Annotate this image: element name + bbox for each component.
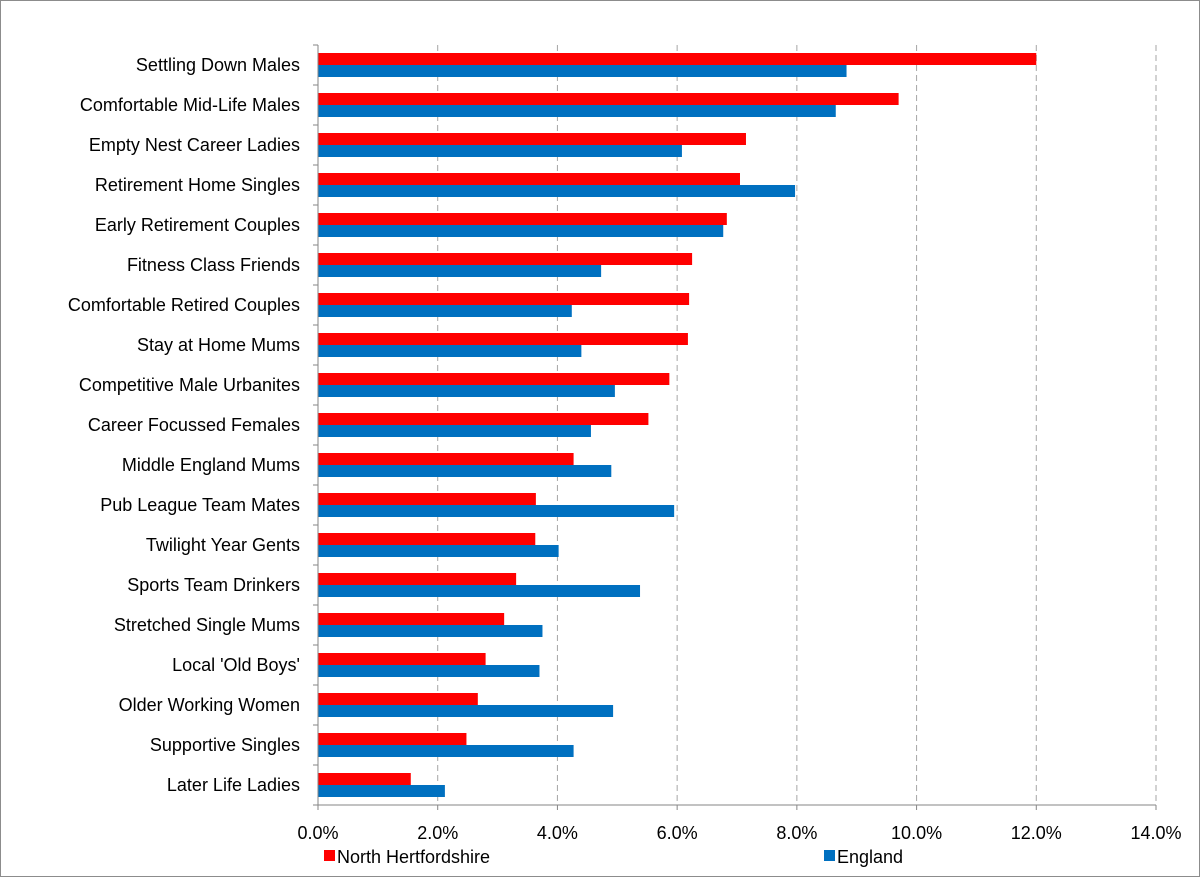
- bar-north-hertfordshire-18: [318, 773, 411, 785]
- bar-north-hertfordshire-7: [318, 333, 688, 345]
- legend-label-north-hertfordshire: North Hertfordshire: [337, 847, 490, 867]
- bar-north-hertfordshire-0: [318, 53, 1037, 65]
- bar-england-9: [318, 425, 591, 437]
- bar-north-hertfordshire-13: [318, 573, 517, 585]
- category-label: Career Focussed Females: [88, 415, 300, 435]
- bar-england-6: [318, 305, 572, 317]
- bar-england-15: [318, 665, 540, 677]
- bar-england-13: [318, 585, 641, 597]
- x-tick-label: 10.0%: [891, 823, 942, 843]
- bar-north-hertfordshire-10: [318, 453, 574, 465]
- x-tick-label: 12.0%: [1011, 823, 1062, 843]
- category-label: Later Life Ladies: [167, 775, 300, 795]
- legend-swatch-north-hertfordshire: [324, 850, 335, 861]
- axes: [313, 44, 1157, 810]
- bar-north-hertfordshire-15: [318, 653, 486, 665]
- x-tick-label: 6.0%: [657, 823, 698, 843]
- x-tick-label: 8.0%: [776, 823, 817, 843]
- bar-england-10: [318, 465, 612, 477]
- bar-north-hertfordshire-6: [318, 293, 690, 305]
- category-label: Competitive Male Urbanites: [79, 375, 300, 395]
- x-tick-label: 14.0%: [1130, 823, 1181, 843]
- bar-north-hertfordshire-11: [318, 493, 536, 505]
- bar-england-1: [318, 105, 836, 117]
- bar-england-8: [318, 385, 615, 397]
- category-label: Fitness Class Friends: [127, 255, 300, 275]
- bar-north-hertfordshire-1: [318, 93, 899, 105]
- category-label: Comfortable Mid-Life Males: [80, 95, 300, 115]
- bar-north-hertfordshire-12: [318, 533, 536, 545]
- x-tick-label: 4.0%: [537, 823, 578, 843]
- category-label: Supportive Singles: [150, 735, 300, 755]
- bar-north-hertfordshire-17: [318, 733, 467, 745]
- bar-north-hertfordshire-2: [318, 133, 746, 145]
- bar-england-2: [318, 145, 682, 157]
- bars: [318, 53, 1037, 797]
- bar-north-hertfordshire-16: [318, 693, 478, 705]
- bar-north-hertfordshire-8: [318, 373, 670, 385]
- bar-england-17: [318, 745, 574, 757]
- legend: North Hertfordshire England: [324, 847, 903, 867]
- bar-england-3: [318, 185, 796, 197]
- category-label: Twilight Year Gents: [146, 535, 300, 555]
- category-label: Empty Nest Career Ladies: [89, 135, 300, 155]
- bar-england-14: [318, 625, 543, 637]
- bar-england-11: [318, 505, 675, 517]
- bar-north-hertfordshire-9: [318, 413, 649, 425]
- category-label: Sports Team Drinkers: [127, 575, 300, 595]
- category-label: Retirement Home Singles: [95, 175, 300, 195]
- legend-label-england: England: [837, 847, 903, 867]
- bar-england-4: [318, 225, 724, 237]
- bar-north-hertfordshire-5: [318, 253, 693, 265]
- x-tick-labels: 0.0% 2.0% 4.0% 6.0% 8.0% 10.0% 12.0% 14.0%: [297, 823, 1181, 843]
- bar-england-0: [318, 65, 847, 77]
- category-label: Settling Down Males: [136, 55, 300, 75]
- category-label: Stretched Single Mums: [114, 615, 300, 635]
- x-tick-label: 2.0%: [417, 823, 458, 843]
- bar-england-5: [318, 265, 602, 277]
- x-tick-label: 0.0%: [297, 823, 338, 843]
- category-label: Older Working Women: [119, 695, 300, 715]
- legend-swatch-england: [824, 850, 835, 861]
- category-labels: Settling Down Males Comfortable Mid-Life …: [68, 55, 300, 795]
- bar-england-18: [318, 785, 445, 797]
- category-label: Local 'Old Boys': [172, 655, 300, 675]
- category-label: Comfortable Retired Couples: [68, 295, 300, 315]
- bar-north-hertfordshire-14: [318, 613, 505, 625]
- category-label: Early Retirement Couples: [95, 215, 300, 235]
- category-label: Middle England Mums: [122, 455, 300, 475]
- bar-england-7: [318, 345, 582, 357]
- category-label: Pub League Team Mates: [100, 495, 300, 515]
- bar-england-12: [318, 545, 559, 557]
- category-label: Stay at Home Mums: [137, 335, 300, 355]
- bar-north-hertfordshire-3: [318, 173, 740, 185]
- bar-england-16: [318, 705, 614, 717]
- bar-north-hertfordshire-4: [318, 213, 727, 225]
